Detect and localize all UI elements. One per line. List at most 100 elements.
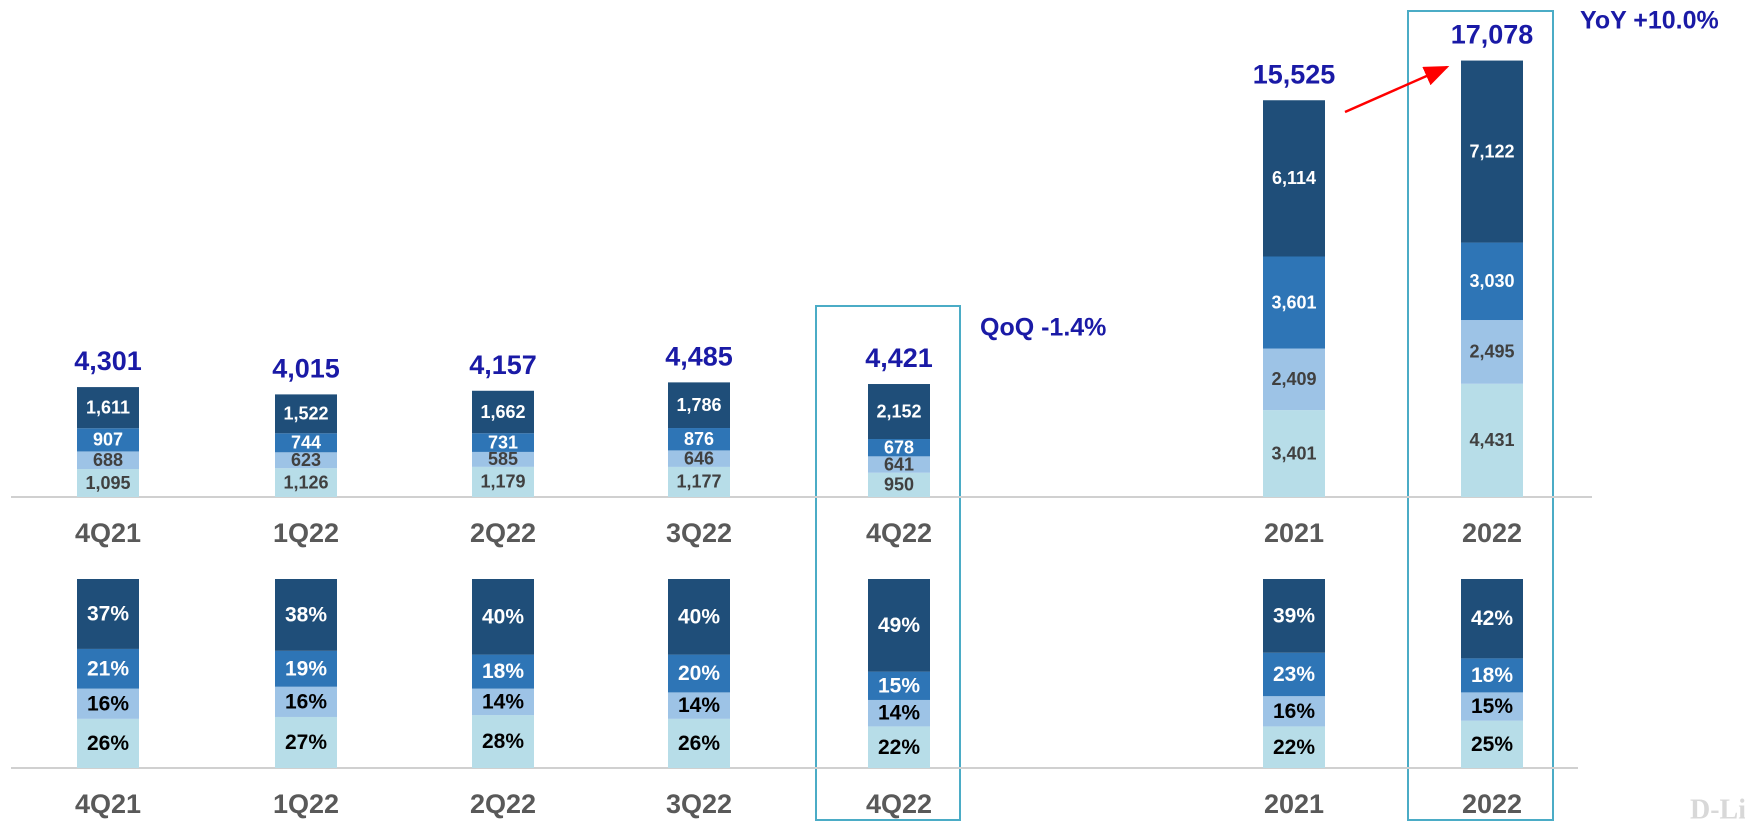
bar-segment [472,433,534,452]
x-tick-label: 4Q21 [75,789,141,819]
data-label: 26% [87,732,129,755]
data-label: 19% [285,657,327,680]
total-label: 4,157 [469,350,537,380]
bar-segment [275,394,337,434]
bar-segment [1263,652,1325,697]
total-label: 4,015 [272,354,340,384]
bar-segment [1263,348,1325,411]
bar-segment [1461,242,1523,321]
growth-arrow [1344,65,1450,114]
bar-segment [77,428,139,452]
bar-segment [868,699,930,727]
data-label: 21% [87,657,129,680]
data-label: 16% [1273,700,1315,723]
bar-segment [1461,320,1523,384]
bar-segment [275,716,337,768]
data-label: 907 [93,430,123,450]
bar-segment [868,726,930,768]
data-label: 623 [291,450,321,470]
bar-segment [868,579,930,672]
bar-segment [472,451,534,467]
data-label: 26% [678,732,720,755]
bar-segment [77,451,139,470]
data-label: 1,179 [480,472,525,492]
x-tick-label: 1Q22 [273,518,339,548]
x-tick-label: 2Q22 [470,518,536,548]
data-label: 678 [884,437,914,457]
total-label: 15,525 [1253,59,1336,89]
total-label: 4,421 [865,343,933,373]
bar-segment [668,466,730,497]
bar-segment [668,579,730,655]
bar-segment [472,579,534,655]
data-label: 37% [87,603,129,626]
bar-segment [275,579,337,651]
bar-segment [275,468,337,497]
data-label: 7,122 [1469,141,1514,161]
bar-segment [77,579,139,649]
bar-segment [77,688,139,719]
data-label: 14% [878,702,920,725]
data-label: 38% [285,603,327,626]
data-label: 42% [1471,607,1513,630]
data-label: 28% [482,730,524,753]
data-label: 20% [678,662,720,685]
data-label: 646 [684,448,714,468]
bar-segment [472,688,534,716]
bar-segment [77,718,139,768]
x-tick-label: 4Q21 [75,518,141,548]
bar-segment [77,648,139,689]
bar-segment [1263,696,1325,727]
total-label: 17,078 [1451,20,1534,50]
data-label: 1,522 [283,404,328,424]
data-label: 1,786 [676,395,721,415]
data-label: 25% [1471,733,1513,756]
data-label: 14% [482,690,524,713]
bar-segment [1461,383,1523,497]
bar-segment [472,654,534,689]
bar-segment [275,452,337,469]
data-label: 3,601 [1271,292,1316,312]
bar-segment [868,671,930,700]
bar-segment [77,387,139,429]
data-label: 15% [878,674,920,697]
data-label: 641 [884,454,914,474]
data-label: 14% [678,694,720,717]
data-label: 18% [482,660,524,683]
x-tick-label: 2021 [1264,518,1324,548]
data-label: 16% [87,692,129,715]
bar-segment [868,384,930,440]
data-label: 731 [488,432,518,452]
bar-segment [1461,720,1523,768]
bar-segment [868,456,930,473]
total-label: 4,301 [74,346,142,376]
data-label: 3,030 [1469,271,1514,291]
bar-segment [1263,726,1325,768]
bar-segment [1461,692,1523,721]
yoy-annotation: YoY +10.0% [1580,7,1719,35]
bar-segment [275,433,337,453]
x-tick-label: 1Q22 [273,789,339,819]
data-label: 18% [1471,664,1513,687]
data-label: 22% [878,736,920,759]
bar-segment [472,715,534,768]
total-label: 4,485 [665,342,733,372]
bar-segment [1263,410,1325,497]
bar-segment [275,686,337,717]
data-label: 49% [878,614,920,637]
bar-segment [1263,100,1325,257]
data-label: 16% [285,690,327,713]
data-label: 40% [482,605,524,628]
data-label: 1,662 [480,402,525,422]
data-label: 1,126 [283,472,328,492]
bar-segment [1263,579,1325,653]
bar-segment [472,390,534,434]
logo: D-Link [1690,794,1745,821]
x-tick-label: 2022 [1462,789,1522,819]
x-tick-label: 4Q22 [866,789,932,819]
bar-segment [77,469,139,497]
data-label: 6,114 [1272,168,1316,188]
data-label: 39% [1273,604,1315,627]
data-label: 585 [488,449,518,469]
